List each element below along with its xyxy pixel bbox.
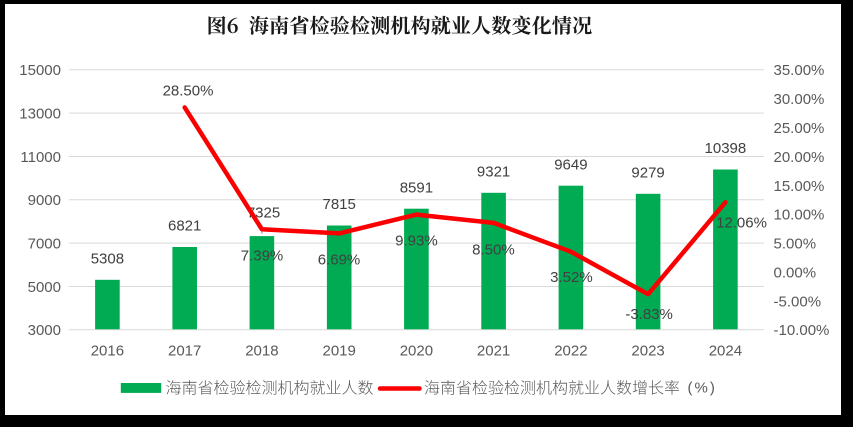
svg-text:-10.00%: -10.00% <box>774 322 830 339</box>
svg-text:2021: 2021 <box>477 342 510 359</box>
svg-text:0.00%: 0.00% <box>774 264 817 281</box>
svg-text:2020: 2020 <box>400 342 433 359</box>
svg-text:-3.83%: -3.83% <box>625 306 673 323</box>
svg-text:10.00%: 10.00% <box>774 207 825 224</box>
svg-text:7.39%: 7.39% <box>241 247 284 264</box>
svg-text:28.50%: 28.50% <box>163 82 214 99</box>
svg-text:8591: 8591 <box>400 179 433 196</box>
svg-text:2022: 2022 <box>554 342 587 359</box>
svg-text:7000: 7000 <box>28 236 61 253</box>
svg-text:15.00%: 15.00% <box>774 178 825 195</box>
svg-text:8.50%: 8.50% <box>472 242 515 259</box>
svg-text:9.93%: 9.93% <box>395 232 438 249</box>
svg-text:2017: 2017 <box>168 342 201 359</box>
svg-text:6821: 6821 <box>168 218 201 235</box>
svg-text:20.00%: 20.00% <box>774 149 825 166</box>
svg-text:35.00%: 35.00% <box>774 62 825 79</box>
svg-text:5000: 5000 <box>28 279 61 296</box>
svg-text:5308: 5308 <box>91 251 124 268</box>
svg-text:15000: 15000 <box>19 62 61 79</box>
svg-text:13000: 13000 <box>19 106 61 123</box>
svg-text:2016: 2016 <box>91 342 124 359</box>
svg-text:30.00%: 30.00% <box>774 91 825 108</box>
svg-text:25.00%: 25.00% <box>774 120 825 137</box>
svg-text:6.69%: 6.69% <box>318 251 361 268</box>
svg-text:10398: 10398 <box>705 140 747 157</box>
svg-text:3.52%: 3.52% <box>550 269 593 286</box>
svg-text:5.00%: 5.00% <box>774 236 817 253</box>
svg-text:2018: 2018 <box>245 342 278 359</box>
svg-text:11000: 11000 <box>20 149 61 166</box>
svg-text:2019: 2019 <box>323 342 356 359</box>
svg-text:7815: 7815 <box>323 196 356 213</box>
svg-text:2024: 2024 <box>709 342 742 359</box>
svg-text:9649: 9649 <box>554 156 587 173</box>
svg-text:9279: 9279 <box>631 165 664 182</box>
svg-text:12.06%: 12.06% <box>716 215 767 232</box>
svg-text:(%): (%) <box>688 379 717 396</box>
svg-text:9321: 9321 <box>477 164 510 181</box>
svg-text:3000: 3000 <box>28 322 61 339</box>
svg-text:2023: 2023 <box>631 342 664 359</box>
svg-text:9000: 9000 <box>28 192 61 209</box>
svg-text:-5.00%: -5.00% <box>774 293 822 310</box>
